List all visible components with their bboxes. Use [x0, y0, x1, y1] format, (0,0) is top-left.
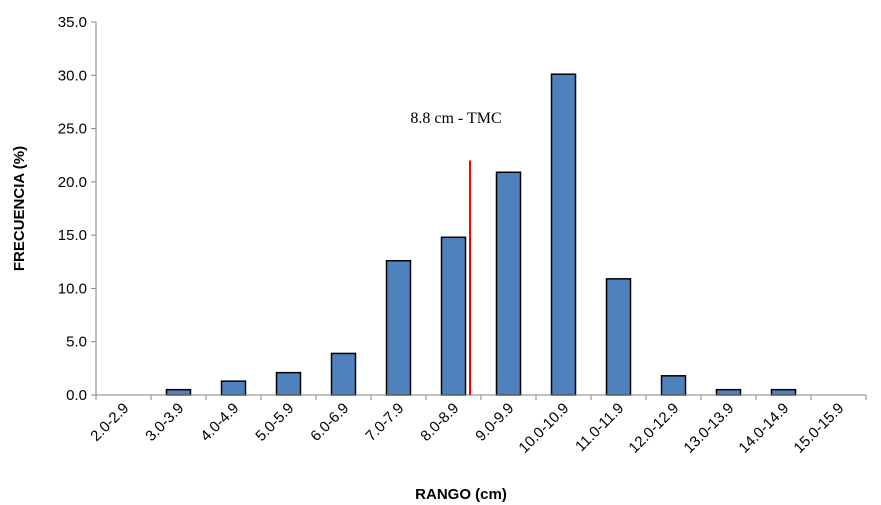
y-tick-label: 15.0 [58, 227, 87, 244]
bar [605, 278, 632, 396]
y-tick-label: 20.0 [58, 174, 87, 191]
x-tick-label: 11.0-11.9 [572, 400, 627, 455]
x-axis-title: RANGO (cm) [415, 486, 507, 503]
bars-group [165, 73, 797, 396]
x-axis-ticks: 2.0-2.9 3.0-3.9 4.0-4.9 5.0-5.9 6.0-6.9 7.0-7… [87, 395, 867, 457]
x-tick-label: 9.0-9.9 [472, 400, 517, 445]
x-tick-label: 13.0-13.9 [680, 400, 737, 457]
y-tick-label: 30.0 [58, 67, 87, 84]
x-tick-label: 8.0-8.9 [417, 400, 462, 445]
x-tick-label: 5.0-5.9 [252, 400, 297, 445]
y-axis-title: FRECUENCIA (%) [11, 146, 28, 271]
y-axis-ticks: 0.0 5.0 10.0 15.0 20.0 25.0 30.0 35.0 [58, 14, 96, 404]
x-tick-label: 7.0-7.9 [362, 400, 407, 445]
bar [385, 259, 412, 396]
x-tick-label: 6.0-6.9 [307, 400, 352, 445]
bar [770, 388, 797, 396]
bar [330, 352, 357, 396]
x-tick-label: 10.0-10.9 [515, 400, 572, 457]
x-tick-label: 12.0-12.9 [625, 400, 682, 457]
y-tick-label: 35.0 [58, 14, 87, 31]
x-tick-label: 14.0-14.9 [735, 400, 792, 457]
bar [495, 171, 522, 396]
reference-line-label: 8.8 cm - TMC [410, 110, 501, 127]
x-tick-label: 3.0-3.9 [142, 400, 187, 445]
x-tick-label: 2.0-2.9 [87, 400, 132, 445]
bar [440, 236, 467, 396]
y-tick-label: 5.0 [66, 334, 87, 351]
y-tick-label: 10.0 [58, 280, 87, 297]
y-tick-label: 25.0 [58, 121, 87, 138]
bar [165, 388, 192, 396]
bar [275, 371, 302, 396]
bar [220, 380, 247, 396]
bar [715, 388, 742, 396]
x-tick-label: 15.0-15.9 [790, 400, 847, 457]
bar [550, 73, 577, 396]
x-tick-label: 4.0-4.9 [197, 400, 242, 445]
y-tick-label: 0.0 [66, 387, 87, 404]
bar [660, 375, 687, 396]
